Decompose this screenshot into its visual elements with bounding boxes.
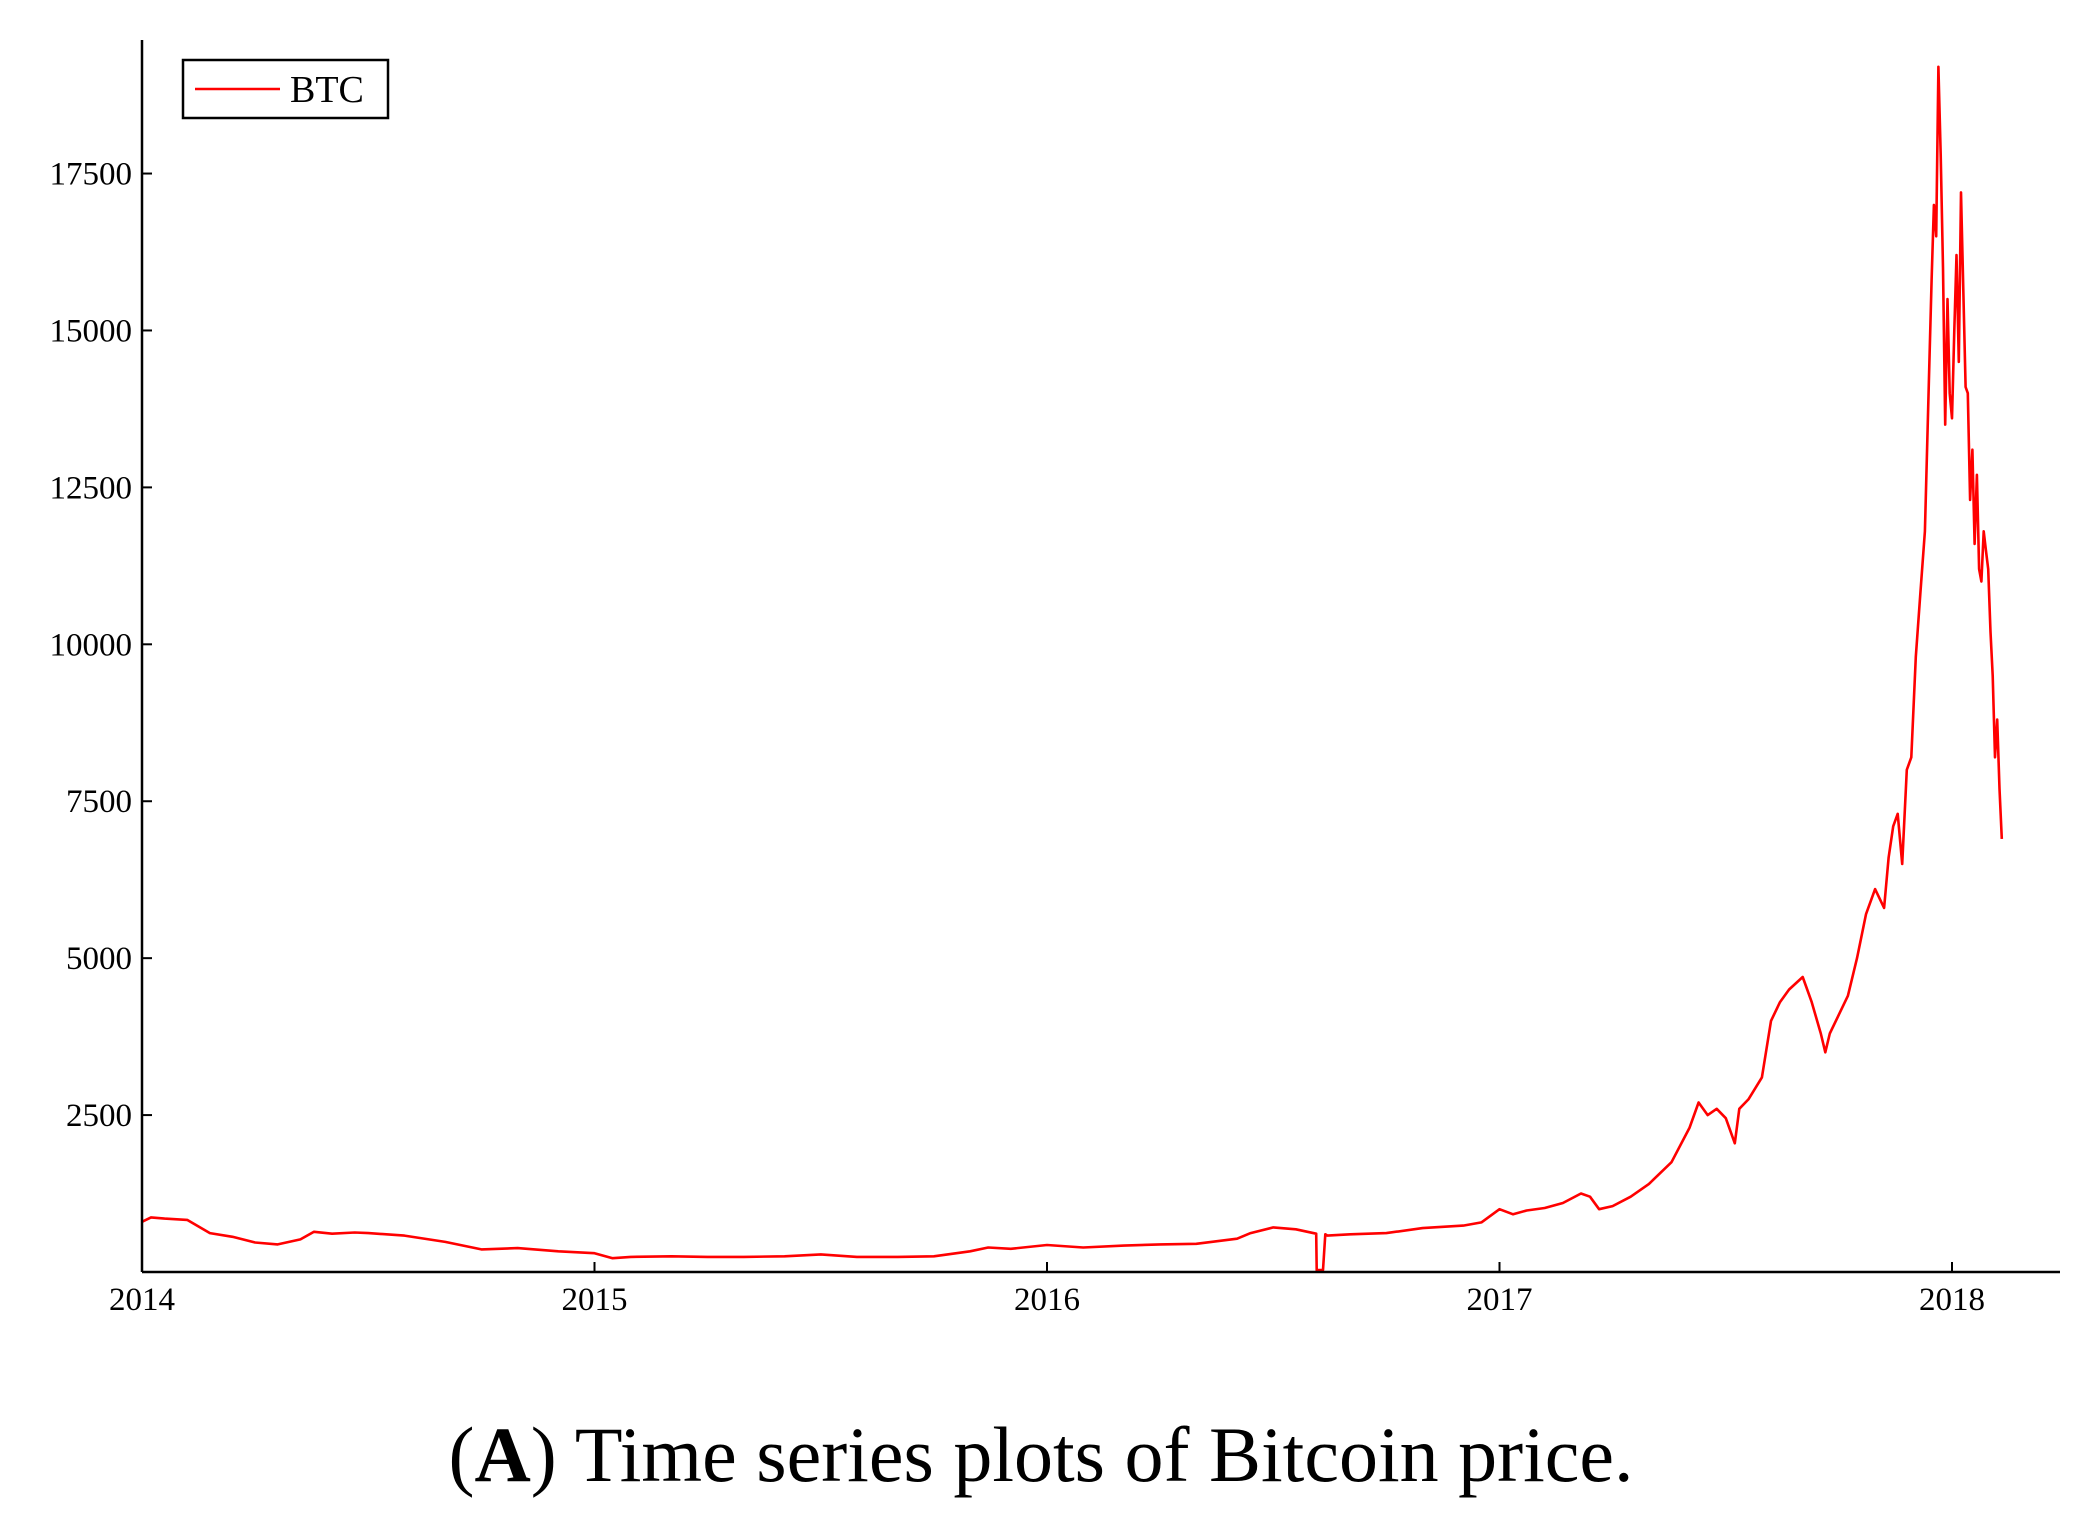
x-tick-label-2014: 2014 <box>109 1282 175 1318</box>
y-tick-label-7500: 7500 <box>66 784 132 820</box>
caption-text: Time series plots of Bitcoin price. <box>556 1411 1634 1498</box>
axes <box>140 40 2060 1274</box>
y-tick-label-2500: 2500 <box>66 1098 132 1134</box>
y-tick-label-5000: 5000 <box>66 941 132 977</box>
y-tick-label-12500: 12500 <box>50 470 133 506</box>
plot-area <box>141 65 2004 1272</box>
bitcoin-price-chart: 2500 5000 7500 10000 12500 15000 17500 2014 2015… <box>50 40 2060 1318</box>
caption-letter: A <box>474 1411 531 1498</box>
series-line-btc <box>141 65 2004 1272</box>
legend: BTC <box>181 58 390 120</box>
x-tick-label-2016: 2016 <box>1014 1282 1080 1318</box>
x-tick-label-2017: 2017 <box>1467 1282 1533 1318</box>
y-tick-label-15000: 15000 <box>50 313 133 349</box>
y-tick-label-17500: 17500 <box>50 157 133 193</box>
x-tick-label-2018: 2018 <box>1919 1282 1985 1318</box>
ticks: 2500 5000 7500 10000 12500 15000 17500 2014 2015… <box>50 157 1986 1318</box>
figure-caption: (A) Time series plots of Bitcoin price. <box>0 1410 2082 1500</box>
legend-label-btc: BTC <box>290 69 364 111</box>
caption-paren-open: ( <box>448 1411 475 1498</box>
y-tick-label-10000: 10000 <box>50 627 133 663</box>
x-tick-label-2015: 2015 <box>562 1282 628 1318</box>
caption-paren-close: ) <box>530 1411 557 1498</box>
